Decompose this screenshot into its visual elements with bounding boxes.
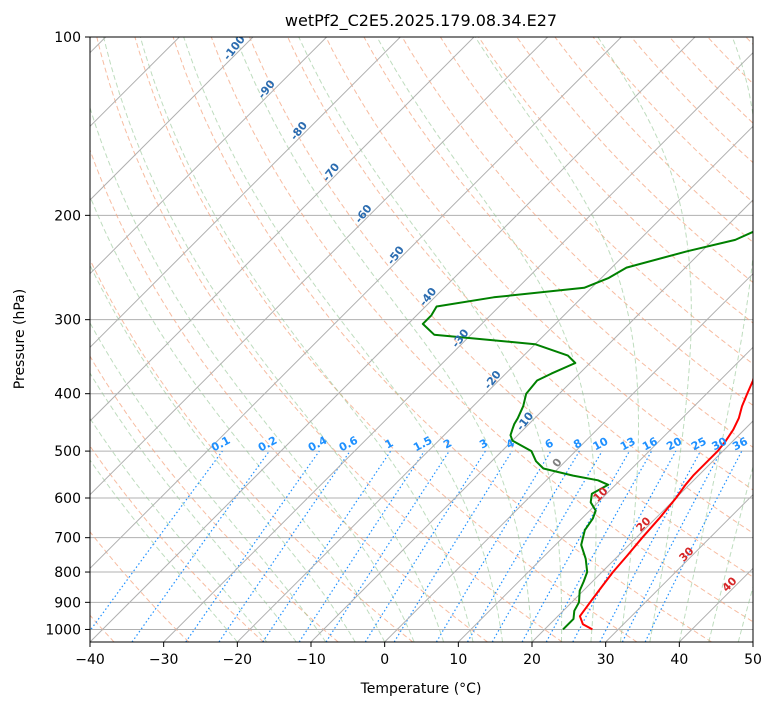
isotherm--60 [90,37,549,496]
dry-adiabat [172,37,712,642]
moist-adiabat [737,585,753,642]
dry-adiabat [248,37,753,578]
moist-adiabat [90,321,327,642]
mixing-ratio-line [393,450,513,642]
y-tick-label: 600 [54,491,81,507]
isotherm--90 [90,37,328,275]
moist-adiabat [235,37,533,642]
mixing-ratio-line [545,450,653,642]
dewpoint-line [421,230,753,631]
moist-adiabat [183,37,503,642]
chart-title: wetPf2_C2E5.2025.179.08.34.E27 [285,11,557,31]
mixing-ratio-label: 36 [730,435,750,454]
plot-frame [89,36,754,643]
isotherm-30 [605,493,753,642]
mixing-ratio-line [572,450,677,642]
isotherm--50 [90,37,622,570]
isotherm-20 [531,420,753,642]
y-axis-ticks: 100 200 300 400 500 600 700 800 900 1000 [45,30,90,638]
x-tick-label: −10 [296,652,326,668]
mixing-ratio-label: 13 [618,435,638,454]
profile-series [421,230,753,631]
y-axis-label: Pressure (hPa) [12,289,28,389]
moist-adiabat [678,37,753,642]
mixing-ratio-line [644,450,743,642]
isotherm-gridlines [90,37,753,642]
isotherm--100 [90,37,254,201]
dry-adiabat [90,531,190,642]
dry-adiabat [325,37,753,491]
y-tick-label: 300 [54,313,81,329]
y-tick-label: 400 [54,387,81,403]
y-tick-label: 500 [54,444,81,460]
y-tick-label: 700 [54,531,81,547]
mixing-ratio-line [325,450,450,642]
moist-adiabat [376,37,597,642]
y-tick-label: 900 [54,595,81,611]
x-tick-label: −30 [149,652,179,668]
isotherm--70 [90,37,475,422]
moist-adiabat [90,459,238,642]
mixing-ratio-line [131,450,270,642]
moist-adiabat [90,417,268,642]
moist-adiabat [90,372,297,642]
x-axis-label: Temperature (°C) [360,681,482,697]
mixing-ratio-label: 16 [640,435,660,454]
isotherm-0 [384,272,753,642]
x-tick-label: 10 [449,652,467,668]
mixing-ratio-label: 30 [710,435,730,454]
dry-adiabat [478,37,753,324]
moist-adiabat [597,37,692,642]
mixing-ratio-label: 20 [664,434,684,453]
mixing-ratio-line [218,450,351,642]
mixing-ratio-line [262,450,392,642]
x-tick-label: −20 [223,652,253,668]
moist-adiabat [90,195,386,642]
moist-adiabats [90,37,753,642]
mixing-ratio-lines [90,450,743,642]
dry-adiabat [90,258,414,642]
moist-adiabat [90,264,356,642]
isotherm--20 [236,125,753,642]
y-tick-label: 200 [54,208,81,224]
x-tick-label: −40 [75,652,105,668]
dry-adiabat [134,37,638,642]
mixing-ratio-label: 10 [591,434,611,453]
y-tick-label: 800 [54,565,81,581]
isotherm--80 [90,37,401,349]
y-tick-label: 100 [54,30,81,46]
mixing-ratio-label: 25 [689,435,709,454]
moist-adiabat [298,37,563,642]
y-tick-label: 1000 [45,622,81,638]
mixing-ratio-line [298,450,425,642]
dry-adiabat [516,37,753,284]
mixing-ratio-line [90,450,223,632]
x-tick-label: 50 [744,652,762,668]
isotherm-10 [457,346,753,642]
moist-adiabat [474,37,639,642]
mixing-ratio-line [185,450,320,642]
moist-adiabat [139,37,474,642]
plot-area: 0.1 0.2 0.4 0.6 1 1.5 2 3 4 6 8 10 13 16 20 25 30 36-100-… [90,37,753,642]
dry-adiabat [401,37,753,406]
x-tick-label: 30 [597,652,615,668]
mixing-ratio-line [521,450,631,642]
dry-adiabats [90,37,753,642]
x-axis-ticks: −40 −30 −20 −10 0 10 20 30 40 50 [75,642,762,668]
temperature-line [578,375,753,631]
moist-adiabat [708,465,753,642]
isotherm--10 [310,199,753,642]
x-tick-label: 20 [523,652,541,668]
x-tick-label: 0 [380,652,389,668]
isotherm--30 [163,51,753,642]
x-tick-label: 40 [670,652,688,668]
moist-adiabat [103,37,445,642]
isotherm--40 [90,37,696,642]
